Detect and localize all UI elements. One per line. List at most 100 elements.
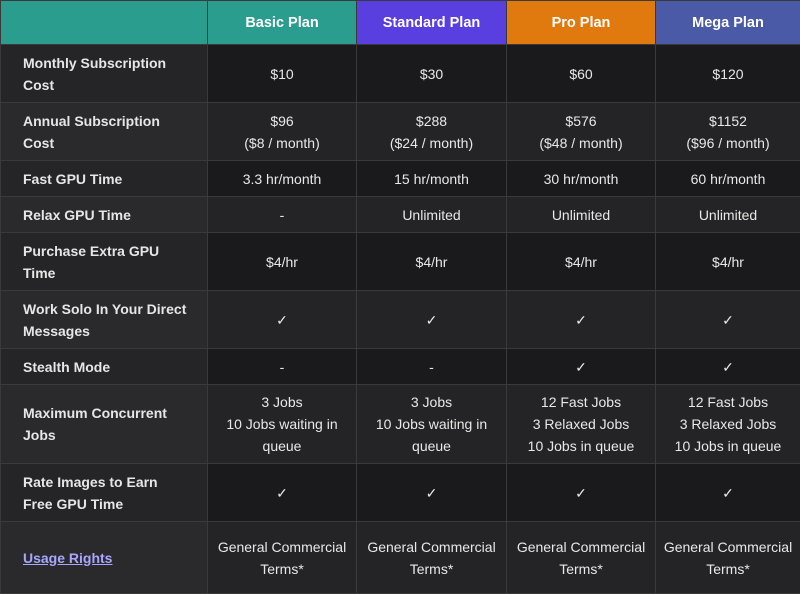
checkmark-icon: ✓ xyxy=(511,482,651,504)
cell-text: 10 Jobs waiting in queue xyxy=(361,413,502,457)
cell-text: 60 hr/month xyxy=(660,168,796,190)
cell-text: $1152 xyxy=(660,110,796,132)
cell-text: - xyxy=(361,356,502,378)
cell-text: 3 Relaxed Jobs xyxy=(660,413,796,435)
plan-header-row: Basic Plan Standard Plan Pro Plan Mega P… xyxy=(1,1,800,45)
row-label-work-solo-in-your-direct-messages: Work Solo In Your Direct Messages xyxy=(1,291,208,349)
cell-monthly-subscription-cost-standard: $30 xyxy=(357,45,507,103)
pricing-table-body: Monthly Subscription Cost$10 $30 $60 $120 An… xyxy=(1,45,800,594)
cell-stealth-mode-basic: - xyxy=(208,349,357,385)
cell-text: Unlimited xyxy=(361,204,502,226)
row-label-maximum-concurrent-jobs: Maximum Concurrent Jobs xyxy=(1,385,208,464)
table-row: Annual Subscription Cost$96($8 / month)$… xyxy=(1,103,800,161)
cell-fast-gpu-time-mega: 60 hr/month xyxy=(656,161,800,197)
cell-work-solo-in-your-direct-messages-pro: ✓ xyxy=(507,291,656,349)
cell-work-solo-in-your-direct-messages-basic: ✓ xyxy=(208,291,357,349)
cell-text: 30 hr/month xyxy=(511,168,651,190)
cell-text: $30 xyxy=(361,63,502,85)
cell-text: $4/hr xyxy=(660,251,796,273)
cell-text: - xyxy=(212,204,352,226)
row-label-monthly-subscription-cost: Monthly Subscription Cost xyxy=(1,45,208,103)
cell-annual-subscription-cost-standard: $288($24 / month) xyxy=(357,103,507,161)
table-row: Rate Images to Earn Free GPU Time✓✓✓✓ xyxy=(1,464,800,522)
cell-text: Unlimited xyxy=(511,204,651,226)
cell-purchase-extra-gpu-time-mega: $4/hr xyxy=(656,233,800,291)
table-row: Work Solo In Your Direct Messages✓✓✓✓ xyxy=(1,291,800,349)
row-label-purchase-extra-gpu-time: Purchase Extra GPU Time xyxy=(1,233,208,291)
cell-fast-gpu-time-pro: 30 hr/month xyxy=(507,161,656,197)
cell-text: 12 Fast Jobs xyxy=(511,391,651,413)
plan-header-standard: Standard Plan xyxy=(357,1,507,45)
checkmark-icon: ✓ xyxy=(212,309,352,331)
cell-text: 3.3 hr/month xyxy=(212,168,352,190)
cell-text: $4/hr xyxy=(361,251,502,273)
cell-text: General Commercial Terms* xyxy=(511,536,651,580)
row-label-relax-gpu-time: Relax GPU Time xyxy=(1,197,208,233)
checkmark-icon: ✓ xyxy=(660,356,796,378)
checkmark-icon: ✓ xyxy=(361,309,502,331)
cell-text: 12 Fast Jobs xyxy=(660,391,796,413)
cell-rate-images-to-earn-free-gpu-time-pro: ✓ xyxy=(507,464,656,522)
cell-text: $60 xyxy=(511,63,651,85)
cell-relax-gpu-time-pro: Unlimited xyxy=(507,197,656,233)
cell-text: $288 xyxy=(361,110,502,132)
cell-text: 3 Jobs xyxy=(361,391,502,413)
cell-text: $4/hr xyxy=(212,251,352,273)
plan-header-basic: Basic Plan xyxy=(208,1,357,45)
checkmark-icon: ✓ xyxy=(511,356,651,378)
cell-relax-gpu-time-basic: - xyxy=(208,197,357,233)
cell-text: $120 xyxy=(660,63,796,85)
cell-monthly-subscription-cost-mega: $120 xyxy=(656,45,800,103)
cell-text: ($48 / month) xyxy=(511,132,651,154)
checkmark-icon: ✓ xyxy=(212,482,352,504)
cell-text: General Commercial Terms* xyxy=(361,536,502,580)
cell-monthly-subscription-cost-basic: $10 xyxy=(208,45,357,103)
cell-stealth-mode-mega: ✓ xyxy=(656,349,800,385)
cell-text: $96 xyxy=(212,110,352,132)
cell-fast-gpu-time-standard: 15 hr/month xyxy=(357,161,507,197)
row-label-rate-images-to-earn-free-gpu-time: Rate Images to Earn Free GPU Time xyxy=(1,464,208,522)
cell-annual-subscription-cost-mega: $1152($96 / month) xyxy=(656,103,800,161)
cell-purchase-extra-gpu-time-standard: $4/hr xyxy=(357,233,507,291)
cell-text: $4/hr xyxy=(511,251,651,273)
checkmark-icon: ✓ xyxy=(511,309,651,331)
cell-text: General Commercial Terms* xyxy=(660,536,796,580)
cell-text: ($96 / month) xyxy=(660,132,796,154)
cell-annual-subscription-cost-basic: $96($8 / month) xyxy=(208,103,357,161)
row-label-annual-subscription-cost: Annual Subscription Cost xyxy=(1,103,208,161)
cell-text: 10 Jobs in queue xyxy=(511,435,651,457)
cell-text: $576 xyxy=(511,110,651,132)
cell-text: $10 xyxy=(212,63,352,85)
cell-purchase-extra-gpu-time-pro: $4/hr xyxy=(507,233,656,291)
table-row: Monthly Subscription Cost$10 $30 $60 $120 xyxy=(1,45,800,103)
row-label-fast-gpu-time: Fast GPU Time xyxy=(1,161,208,197)
cell-annual-subscription-cost-pro: $576($48 / month) xyxy=(507,103,656,161)
cell-relax-gpu-time-mega: Unlimited xyxy=(656,197,800,233)
plan-header-pro: Pro Plan xyxy=(507,1,656,45)
cell-rate-images-to-earn-free-gpu-time-basic: ✓ xyxy=(208,464,357,522)
cell-text: Unlimited xyxy=(660,204,796,226)
checkmark-icon: ✓ xyxy=(660,309,796,331)
cell-text: 3 Relaxed Jobs xyxy=(511,413,651,435)
checkmark-icon: ✓ xyxy=(361,482,502,504)
cell-rate-images-to-earn-free-gpu-time-standard: ✓ xyxy=(357,464,507,522)
cell-text: 10 Jobs waiting in queue xyxy=(212,413,352,457)
cell-work-solo-in-your-direct-messages-mega: ✓ xyxy=(656,291,800,349)
usage-rights-link[interactable]: Usage Rights xyxy=(23,550,112,566)
cell-text: ($24 / month) xyxy=(361,132,502,154)
cell-text: 3 Jobs xyxy=(212,391,352,413)
cell-text: ($8 / month) xyxy=(212,132,352,154)
cell-monthly-subscription-cost-pro: $60 xyxy=(507,45,656,103)
cell-text: General Commercial Terms* xyxy=(212,536,352,580)
table-row: Stealth Mode--✓✓ xyxy=(1,349,800,385)
cell-work-solo-in-your-direct-messages-standard: ✓ xyxy=(357,291,507,349)
cell-text: 10 Jobs in queue xyxy=(660,435,796,457)
cell-stealth-mode-standard: - xyxy=(357,349,507,385)
